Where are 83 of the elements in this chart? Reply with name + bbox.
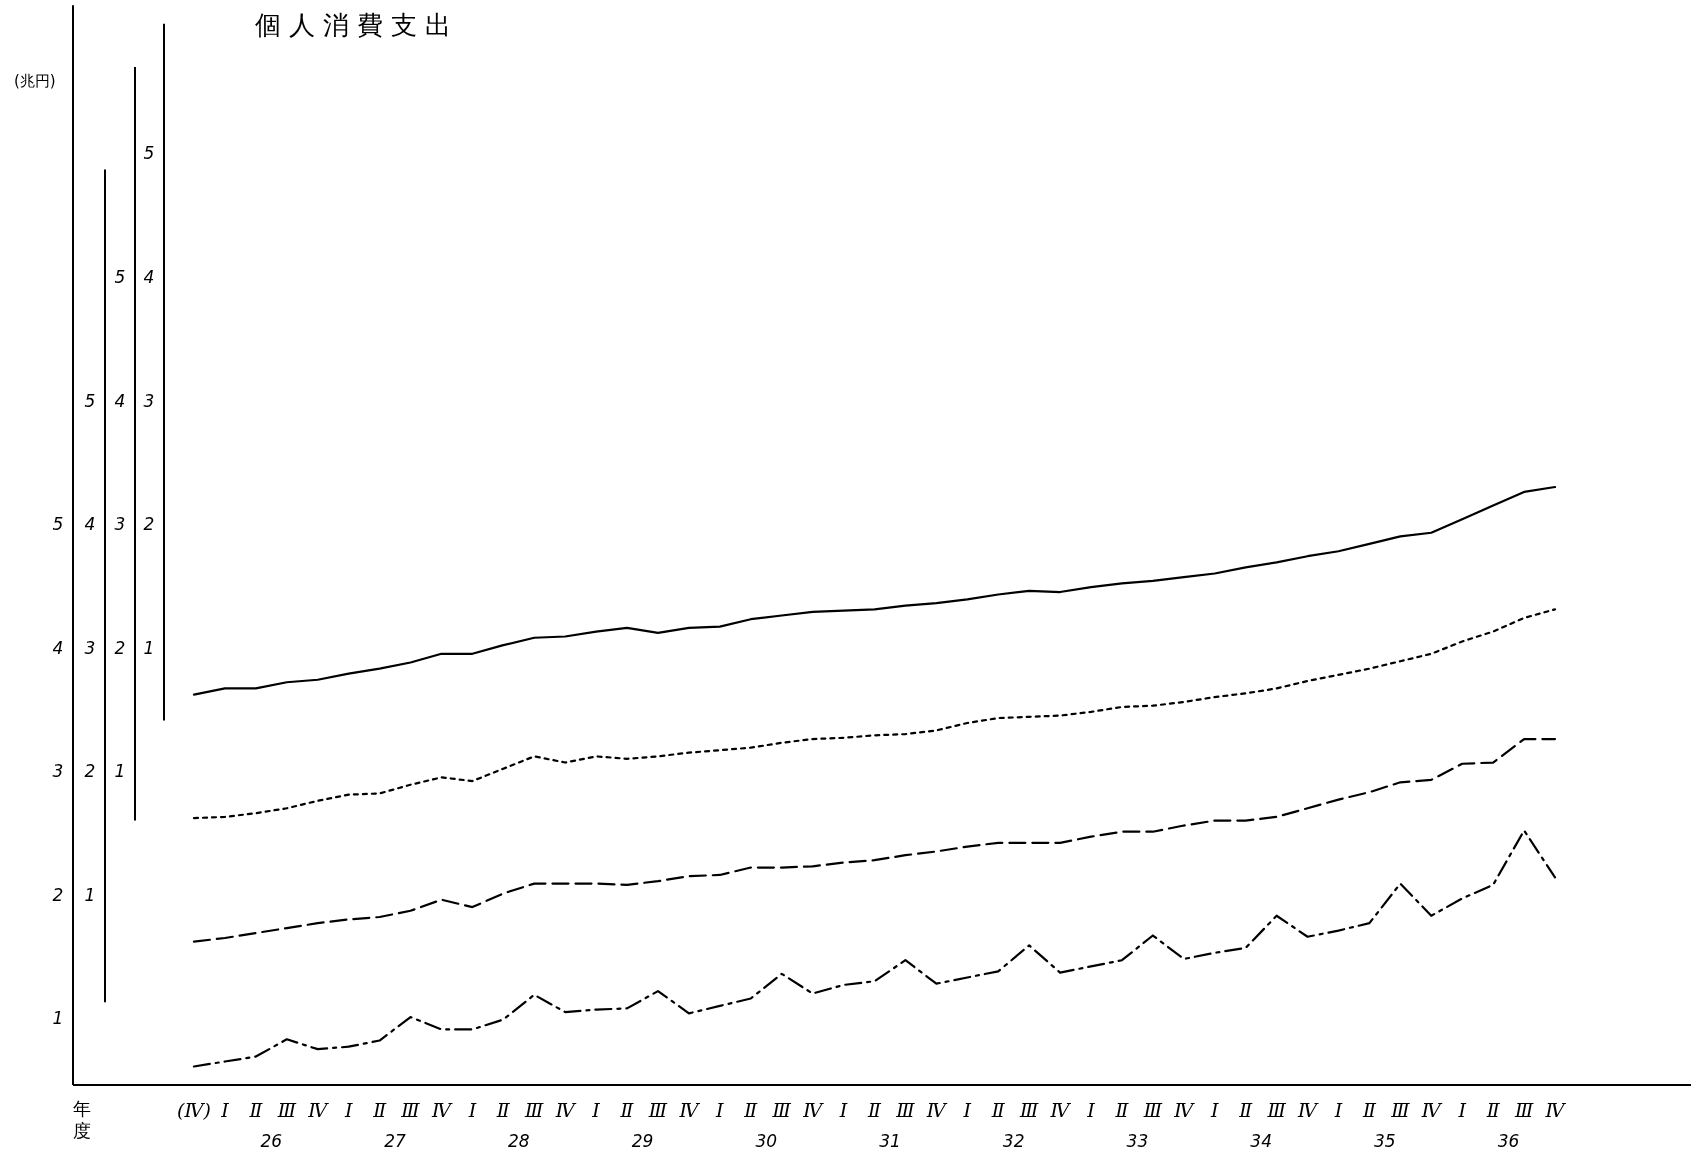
x-tick-label: Ⅱ [990,1099,1006,1121]
text: 36 [1497,1131,1520,1151]
x-tick-label: Ⅳ [1420,1099,1443,1121]
x-tick-label: Ⅰ [1209,1099,1219,1121]
y-tick-label: 3 [52,761,64,782]
x-tick-label: Ⅲ [276,1099,297,1121]
chart-title: 個人消費支出 [255,10,459,40]
y-tick-label: 2 [52,884,64,905]
line-series [192,608,1557,820]
x-tick-label: Ⅱ [867,1099,883,1121]
x-tick-label: Ⅱ [495,1099,511,1121]
text: 26 [260,1131,283,1151]
x-tick-label: Ⅰ [1086,1099,1096,1121]
x-tick-label: Ⅰ [220,1099,230,1121]
x-tick-label: Ⅲ [524,1099,545,1121]
x-tick-label: Ⅲ [1142,1099,1163,1121]
y-tick-label: 5 [52,514,64,535]
x-tick-label: Ⅳ [307,1099,330,1121]
x-tick-label: Ⅱ [743,1099,759,1121]
x-tick-label: Ⅰ [591,1099,601,1121]
y-axis-title: (兆円) [14,72,56,90]
text: 27 [384,1131,407,1151]
text: 28 [507,1131,530,1151]
y-tick-label: 1 [143,637,155,658]
x-tick-label: Ⅱ [248,1099,264,1121]
text: 30 [755,1131,778,1151]
y-tick-label: 4 [52,637,64,658]
x-tick-label: Ⅱ [1361,1099,1377,1121]
x-axis-title: 年度 [73,1098,91,1141]
x-tick-label: Ⅰ [1457,1099,1467,1121]
y-tick-label: 1 [52,1008,64,1029]
x-tick-label: Ⅳ [430,1099,453,1121]
x-tick-label: Ⅰ [962,1099,972,1121]
x-tick-label: Ⅳ [678,1099,701,1121]
x-tick-label: Ⅳ [1544,1099,1567,1121]
x-tick-label: Ⅰ [1333,1099,1343,1121]
x-tick-label: Ⅲ [1513,1099,1534,1121]
x-tick-label: Ⅱ [619,1099,635,1121]
x-tick-label: Ⅱ [372,1099,388,1121]
y-tick-label: 5 [114,266,126,287]
y-tick-label: 5 [84,390,96,411]
x-tick-label: Ⅳ [554,1099,577,1121]
x-tick-label: Ⅱ [1114,1099,1130,1121]
y-tick-label: 2 [114,637,126,658]
x-tick-label: Ⅰ [715,1099,725,1121]
y-tick-label: 2 [84,761,96,782]
text: 29 [631,1131,654,1151]
y-tick-label: 3 [143,390,155,411]
x-tick-label: Ⅲ [1390,1099,1411,1121]
text: 31 [879,1131,901,1151]
x-tick-label: Ⅳ [1297,1099,1320,1121]
x-tick-label: Ⅲ [1018,1099,1039,1121]
y-tick-label: 2 [143,514,155,535]
x-tick-label: Ⅳ [802,1099,825,1121]
x-tick-label: Ⅰ [343,1099,353,1121]
x-tick-label: Ⅳ [925,1099,948,1121]
x-tick-label: Ⅱ [1485,1099,1501,1121]
x-tick-label: Ⅲ [895,1099,916,1121]
y-tick-label: 4 [143,266,155,287]
x-tick-label: Ⅳ [1049,1099,1072,1121]
line-series [192,485,1557,696]
y-tick-label: 3 [114,514,126,535]
x-tick-label: Ⅲ [1266,1099,1287,1121]
x-tick-label: Ⅲ [771,1099,792,1121]
text: 35 [1374,1131,1396,1151]
text: 32 [1002,1131,1025,1151]
x-tick-label: Ⅳ [1173,1099,1196,1121]
x-tick-label: Ⅲ [400,1099,421,1121]
x-tick-label: Ⅰ [467,1099,477,1121]
line-series [192,737,1557,943]
text: 34 [1250,1131,1272,1151]
y-tick-label: 5 [143,143,155,164]
x-tick-label: Ⅲ [647,1099,668,1121]
x-tick-label: Ⅰ [838,1099,848,1121]
y-tick-label: 1 [114,761,126,782]
y-tick-label: 4 [84,514,96,535]
y-tick-label: 4 [114,390,126,411]
y-tick-label: 3 [84,637,96,658]
x-tick-label: Ⅱ [1238,1099,1254,1121]
line-series [192,829,1557,1068]
y-tick-label: 1 [84,884,96,905]
x-tick-label: (Ⅳ) [177,1099,211,1121]
text: 33 [1126,1131,1149,1151]
